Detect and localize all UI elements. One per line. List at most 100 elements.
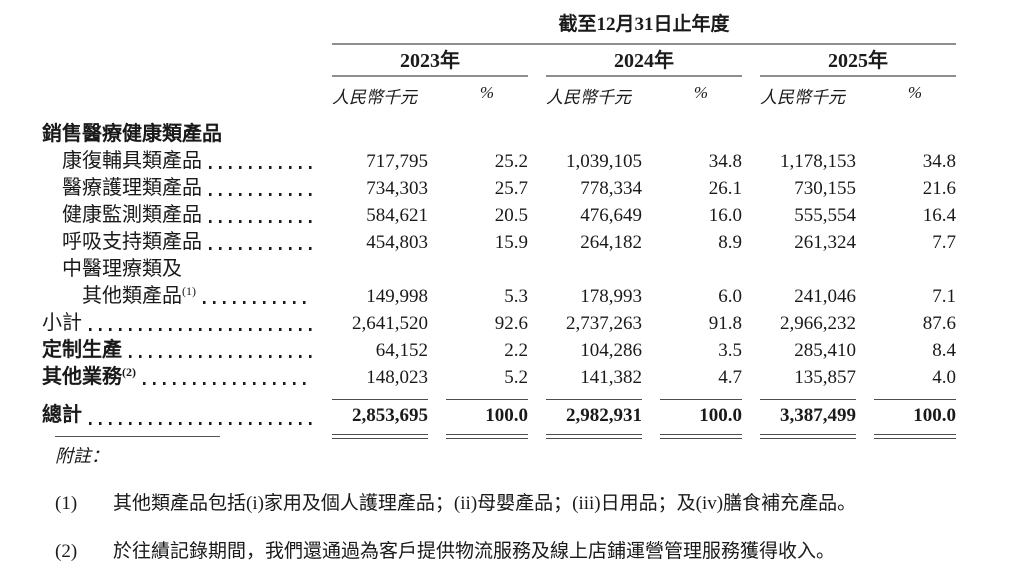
amount-value: 178,993 <box>580 286 642 307</box>
percent-label-2023: % <box>479 83 495 102</box>
footnote-2-number: (2) <box>55 541 78 562</box>
row-label: 其他類產品 <box>82 285 182 307</box>
row-label-cell: 總計 <box>42 400 314 431</box>
footnotes-section: 附註： (1) 其他類產品包括(i)家用及個人護理產品；(ii)母嬰產品；(ii… <box>55 436 965 564</box>
grand-total-double-rule <box>760 434 856 439</box>
amount-value: 64,152 <box>375 340 428 361</box>
year-2025-header: 2025年 <box>760 45 956 77</box>
percent-value: 100.0 <box>699 405 742 426</box>
period-header: 截至12月31日止年度 <box>332 14 956 45</box>
footnote-1: (1) 其他類產品包括(i)家用及個人護理產品；(ii)母嬰產品；(iii)日用… <box>55 491 965 516</box>
row-label-cell: 康復輔具類產品 <box>42 148 314 175</box>
amount-value: 2,982,931 <box>566 405 642 426</box>
footnote-1-number: (1) <box>55 493 78 514</box>
unit-label-2024: 人民幣千元 <box>546 88 631 107</box>
amount-value: 2,737,263 <box>566 313 642 334</box>
row-label-cell: 醫療護理類產品 <box>42 175 314 202</box>
percent-value: 7.1 <box>932 286 956 307</box>
footnote-1-text: 其他類產品包括(i)家用及個人護理產品；(ii)母嬰產品；(iii)日用品；及(… <box>113 493 857 514</box>
revenue-table-wrap: 截至12月31日止年度 2023年 2024年 2025年 人民幣千元 % 人民… <box>42 14 956 439</box>
percent-value: 87.6 <box>922 313 956 334</box>
amount-value: 476,649 <box>580 205 642 226</box>
subtotal-rule <box>446 391 528 400</box>
percent-value: 26.1 <box>708 178 742 199</box>
percent-value: 2.2 <box>504 340 528 361</box>
dot-leader <box>209 247 312 250</box>
grand-total-double-rule <box>874 434 956 439</box>
unit-label-2023: 人民幣千元 <box>332 88 417 107</box>
percent-value: 25.2 <box>494 151 528 172</box>
amount-value: 730,155 <box>794 178 856 199</box>
percent-value: 5.3 <box>504 286 528 307</box>
percent-label-2024: % <box>693 83 709 102</box>
spacer <box>42 391 314 400</box>
percent-value: 7.7 <box>932 232 956 253</box>
percent-value: 16.4 <box>922 205 956 226</box>
grand-total-double-rule <box>332 434 428 439</box>
percent-value: 8.9 <box>718 232 742 253</box>
dot-leader <box>143 382 312 385</box>
footnote-2-text: 於往績記錄期間，我們還通過為客戶提供物流服務及線上店鋪運營管理服務獲得收入。 <box>113 541 836 562</box>
amount-value: 734,303 <box>366 178 428 199</box>
percent-value: 3.5 <box>718 340 742 361</box>
amount-value: 2,641,520 <box>352 313 428 334</box>
row-label-cell: 小計 <box>42 310 314 337</box>
row-label: 健康監測類產品 <box>62 204 202 226</box>
amount-value: 454,803 <box>366 232 428 253</box>
dot-leader <box>89 328 312 331</box>
year-2023-header: 2023年 <box>332 45 528 77</box>
grand-total-double-rule <box>546 434 642 439</box>
row-label-continuation: 中醫理療類及 <box>62 258 182 280</box>
section-row-label: 銷售醫療健康類產品 <box>42 123 222 145</box>
subtotal-rule <box>546 391 642 400</box>
row-label: 康復輔具類產品 <box>62 150 202 172</box>
amount-value: 135,857 <box>794 367 856 388</box>
percent-value: 91.8 <box>708 313 742 334</box>
row-label-cell: 其他業務 (2) <box>42 364 314 391</box>
amount-value: 241,046 <box>794 286 856 307</box>
percent-value: 20.5 <box>494 205 528 226</box>
amount-value: 104,286 <box>580 340 642 361</box>
percent-value: 92.6 <box>494 313 528 334</box>
amount-value: 1,178,153 <box>780 151 856 172</box>
amount-value: 1,039,105 <box>566 151 642 172</box>
percent-value: 16.0 <box>708 205 742 226</box>
row-label: 小計 <box>42 312 82 334</box>
amount-value: 149,998 <box>366 286 428 307</box>
dot-leader <box>209 220 312 223</box>
revenue-table: 截至12月31日止年度 2023年 2024年 2025年 人民幣千元 % 人民… <box>42 14 956 439</box>
row-label: 總計 <box>42 404 82 426</box>
unit-label-2025: 人民幣千元 <box>760 88 845 107</box>
row-label-cell: 健康監測類產品 <box>42 202 314 229</box>
row-label-cell: 定制生產 <box>42 337 314 364</box>
dot-leader <box>129 355 312 358</box>
percent-value: 8.4 <box>932 340 956 361</box>
amount-value: 261,324 <box>794 232 856 253</box>
row-label-cell: 其他類產品 (1) <box>42 283 314 310</box>
amount-value: 285,410 <box>794 340 856 361</box>
grand-total-double-rule <box>660 434 742 439</box>
spacer <box>42 77 314 121</box>
dot-leader <box>203 301 312 304</box>
amount-value: 2,966,232 <box>780 313 856 334</box>
row-label: 呼吸支持類產品 <box>62 231 202 253</box>
year-2024-header: 2024年 <box>546 45 742 77</box>
notes-heading: 附註： <box>55 446 109 466</box>
percent-value: 4.7 <box>718 367 742 388</box>
amount-value: 264,182 <box>580 232 642 253</box>
amount-value: 3,387,499 <box>780 405 856 426</box>
dot-leader <box>89 422 312 425</box>
percent-value: 21.6 <box>922 178 956 199</box>
amount-value: 717,795 <box>366 151 428 172</box>
percent-value: 34.8 <box>708 151 742 172</box>
percent-label-2025: % <box>907 83 923 102</box>
subtotal-rule <box>660 391 742 400</box>
row-label: 定制生產 <box>42 339 122 361</box>
percent-value: 25.7 <box>494 178 528 199</box>
percent-value: 5.2 <box>504 367 528 388</box>
percent-value: 15.9 <box>494 232 528 253</box>
dot-leader <box>209 193 312 196</box>
amount-value: 584,621 <box>366 205 428 226</box>
grand-total-double-rule <box>446 434 528 439</box>
